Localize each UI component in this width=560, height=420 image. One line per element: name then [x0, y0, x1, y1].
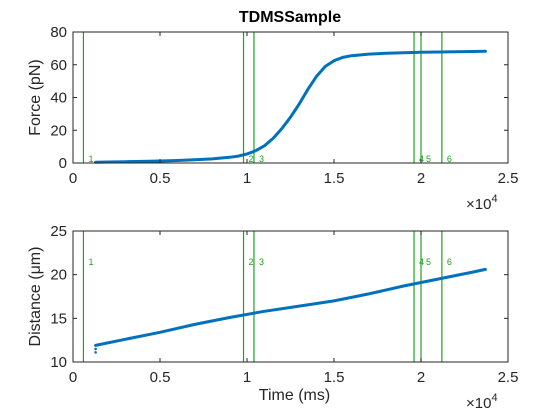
force-x-multiplier-exp: 4 [491, 193, 497, 205]
distance-x-tick-label: 0.5 [150, 369, 171, 386]
force-y-tick-label: 40 [50, 90, 67, 107]
distance-x-tick-label: 2 [417, 369, 425, 386]
force-y-tick-label: 80 [50, 24, 67, 41]
distance-y-tick-label: 25 [50, 223, 67, 240]
distance-y-tick-label: 20 [50, 267, 67, 284]
distance-x-tick-label: 0 [69, 369, 77, 386]
force-plot [94, 49, 487, 164]
force-axes: TDMSSample 123456 00.511.522.5020406080 … [27, 9, 518, 213]
force-y-tick-label: 60 [50, 57, 67, 74]
distance-marker-label-2: 2 [249, 257, 254, 267]
distance-event-markers: 123456 [82, 231, 452, 362]
distance-x-tick-label: 1 [243, 369, 251, 386]
distance-y-tick-label: 15 [50, 310, 67, 327]
distance-marker-label-3: 3 [259, 257, 264, 267]
distance-x-axis-label: Time (ms) [259, 387, 330, 404]
distance-marker-label-1: 1 [88, 257, 93, 267]
distance-plot [94, 267, 487, 354]
force-y-tick-label: 20 [50, 122, 67, 139]
distance-x-multiplier-exp: 4 [491, 392, 497, 404]
force-marker-label-1: 1 [88, 154, 93, 164]
force-x-tick-label: 1.5 [324, 170, 345, 187]
distance-x-multiplier-base: ×10 [466, 395, 491, 412]
distance-marker-label-6: 6 [447, 257, 452, 267]
distance-y-tick-label: 10 [50, 354, 67, 371]
force-marker-label-2: 2 [249, 154, 254, 164]
distance-axes-frame [72, 230, 509, 363]
distance-x-multiplier: ×104 [466, 392, 498, 412]
force-x-tick-label: 0.5 [150, 170, 171, 187]
force-x-tick-label: 1 [243, 170, 251, 187]
distance-marker-label-5: 5 [426, 257, 431, 267]
force-x-multiplier: ×104 [466, 193, 498, 213]
force-x-tick-label: 2.5 [498, 170, 519, 187]
force-marker-label-6: 6 [447, 154, 452, 164]
force-x-tick-label: 2 [417, 170, 425, 187]
chart-title: TDMSSample [239, 9, 341, 26]
force-x-tick-label: 0 [69, 170, 77, 187]
force-marker-label-5: 5 [426, 154, 431, 164]
force-marker-label-3: 3 [259, 154, 264, 164]
distance-series-line [94, 267, 487, 347]
force-x-multiplier-base: ×10 [466, 196, 491, 213]
distance-data-point-0 [94, 347, 97, 351]
distance-x-tick-label: 1.5 [324, 369, 345, 386]
distance-y-axis-label: Distance (μm) [27, 247, 44, 347]
force-axis-ticks: 0 0.5 1 1.5 2 2.5 0 20 40 60 80 [50, 24, 518, 187]
force-y-axis-label: Force (pN) [27, 59, 44, 135]
force-y-tick-label: 0 [59, 155, 67, 172]
distance-data-point-1 [94, 351, 97, 354]
force-series-line [94, 49, 487, 164]
distance-x-tick-label: 2.5 [498, 369, 519, 386]
